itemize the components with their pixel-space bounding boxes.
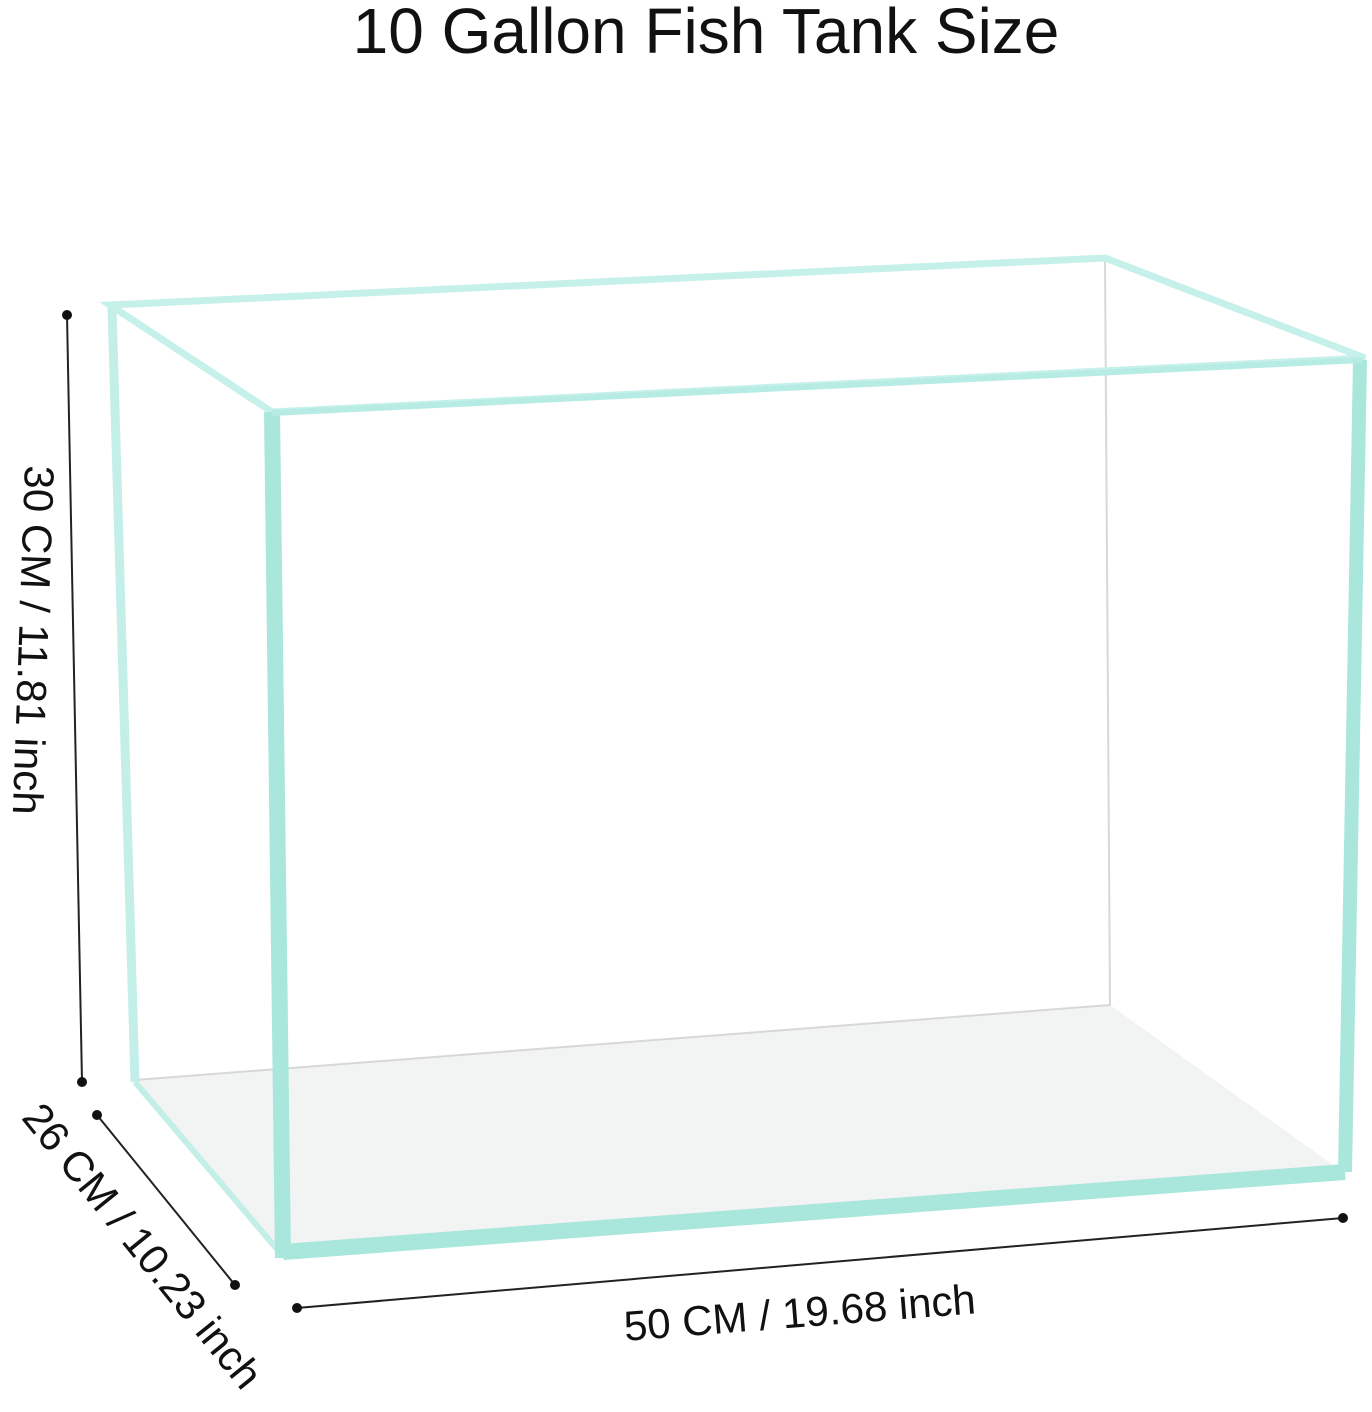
height-line [66, 314, 83, 1083]
front-left-edge [264, 411, 291, 1259]
dot [292, 1303, 302, 1313]
front-bottom-edge [282, 1164, 1346, 1260]
dot [1338, 1213, 1348, 1223]
title: 10 Gallon Fish Tank Size [353, 0, 1060, 67]
dot [230, 1280, 240, 1290]
dot [62, 310, 72, 320]
dot [77, 1077, 87, 1087]
back-edges [134, 259, 1112, 1081]
front-right-edge [1338, 359, 1367, 1173]
dot [92, 1110, 102, 1120]
bottom-left-edge [132, 1080, 285, 1257]
width-line [296, 1217, 1344, 1309]
depth-line [96, 1114, 236, 1286]
front-top-edge [271, 357, 1363, 416]
back-left-edge [107, 307, 140, 1083]
height-label: 30 CM / 11.81 inch [4, 465, 63, 816]
width-label: 50 CM / 19.68 inch [622, 1275, 977, 1350]
tank-top-rim [99, 254, 1367, 416]
